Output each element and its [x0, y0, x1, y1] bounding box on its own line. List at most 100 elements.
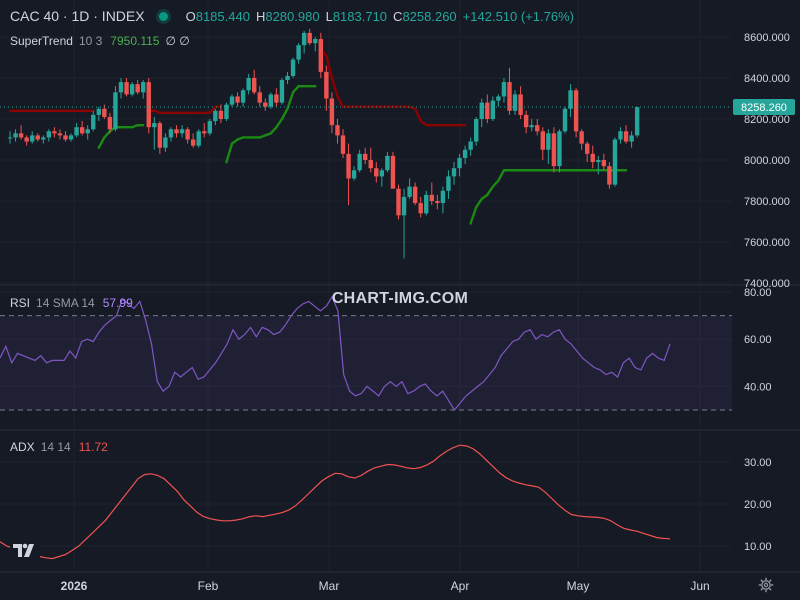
candle-body [512, 94, 518, 111]
rsi-legend[interactable]: RSI 14 SMA 14 57.99 [10, 296, 133, 310]
supertrend-segment [208, 105, 217, 115]
candle-body [196, 131, 201, 146]
candle-body [557, 131, 562, 167]
candle-body [596, 160, 601, 163]
candle-body [13, 133, 18, 138]
adx-tick-label: 10.00 [744, 541, 772, 553]
low-label: L [325, 8, 333, 24]
candle-body [118, 82, 124, 93]
candle-body [351, 170, 357, 179]
price-tick-label: 8400.000 [744, 73, 790, 85]
candle-body [174, 129, 179, 134]
candle-body [52, 131, 57, 134]
candle-body [163, 137, 168, 148]
candle-body [113, 92, 118, 130]
symbol-legend[interactable]: CAC 40 · 1D · INDEX O 8185.440 H 8280.980 … [10, 8, 574, 24]
rsi-band [0, 315, 732, 411]
candle-body [7, 137, 13, 139]
candle-body [535, 125, 540, 132]
supertrend-value: 7950.115 [110, 34, 160, 48]
candle-body [296, 45, 301, 60]
rsi-name: RSI [10, 296, 31, 310]
price-tick-label: 7800.000 [744, 196, 790, 208]
supertrend-segment [291, 84, 300, 94]
last-price-label: 8258.260 [741, 102, 787, 114]
candle-body [268, 94, 274, 107]
market-status-dot-icon [158, 11, 168, 21]
candle-body [340, 135, 346, 154]
candle-body [257, 92, 262, 103]
rsi-line [0, 295, 671, 412]
candle-body [551, 133, 557, 167]
candle-body [379, 170, 385, 177]
candle-body [263, 102, 268, 107]
candle-body [235, 96, 240, 103]
candle-body [424, 194, 429, 214]
candle-body [279, 80, 285, 103]
candle-body [57, 133, 63, 136]
candle-body [412, 186, 418, 204]
candle-body [418, 203, 423, 214]
candle-body [496, 96, 501, 101]
pane-separators [0, 284, 800, 573]
supertrend-segment [469, 205, 478, 225]
candle-body [96, 108, 101, 115]
candle-body [435, 201, 440, 204]
candle-body [329, 98, 335, 126]
candle-body [546, 133, 551, 150]
candle-body [74, 127, 79, 136]
candle-body [562, 108, 568, 132]
supertrend-line [8, 48, 628, 225]
candle-body [440, 190, 446, 204]
time-axis[interactable]: 2026 Feb Mar Apr May Jun [61, 579, 710, 593]
candle-body [501, 82, 507, 97]
adx-legend[interactable]: ADX 14 14 11.72 [10, 440, 108, 454]
candle-body [224, 104, 229, 119]
candle-body [623, 131, 629, 142]
rsi-tick-label: 40.00 [744, 381, 772, 393]
price-tick-label: 8200.000 [744, 114, 790, 126]
tradingview-logo-icon[interactable] [10, 540, 40, 560]
gear-icon[interactable] [758, 577, 774, 593]
candle-body [568, 90, 573, 109]
candle-body [135, 84, 140, 93]
candle-body [102, 108, 107, 117]
candle-body [252, 78, 257, 93]
symbol-title[interactable]: CAC 40 · 1D · INDEX [10, 8, 145, 24]
supertrend-segment [491, 179, 500, 188]
candle-body [46, 131, 52, 138]
adx-line [0, 444, 671, 560]
candle-body [629, 135, 634, 142]
candle-body [91, 114, 96, 130]
supertrend-segment [97, 136, 106, 149]
candle-body [579, 131, 584, 144]
adx-tick-label: 20.00 [744, 499, 772, 511]
candle-body [324, 71, 329, 99]
candle-body [618, 131, 623, 140]
watermark: CHART-IMG.COM [331, 290, 469, 307]
candle-body [179, 129, 185, 134]
candle-body [518, 94, 523, 115]
candle-body [474, 119, 479, 142]
candle-body [457, 157, 462, 169]
supertrend-legend[interactable]: SuperTrend 10 3 7950.115 ∅ ∅ [10, 34, 190, 48]
supertrend-segment [336, 95, 345, 108]
candle-body [24, 137, 29, 142]
candle-body [490, 100, 496, 119]
candle-body [68, 135, 74, 140]
candle-body [374, 168, 379, 177]
candle-body [185, 129, 190, 140]
price-axis[interactable]: 8600.000 8400.000 8200.000 8000.000 7800.000… [744, 32, 790, 553]
candle-body [446, 176, 451, 191]
candle-body [129, 84, 135, 95]
last-price-marker: 8258.260 [0, 99, 795, 116]
supertrend-segment [475, 197, 483, 209]
candle-body [18, 133, 24, 138]
supertrend-segment [497, 169, 506, 182]
supertrend-segment [286, 91, 295, 110]
adx-name: ADX [10, 440, 35, 454]
adx-polyline [0, 444, 671, 560]
candle-body [207, 121, 212, 134]
adx-value: 11.72 [78, 440, 108, 454]
candle-body [285, 75, 290, 81]
